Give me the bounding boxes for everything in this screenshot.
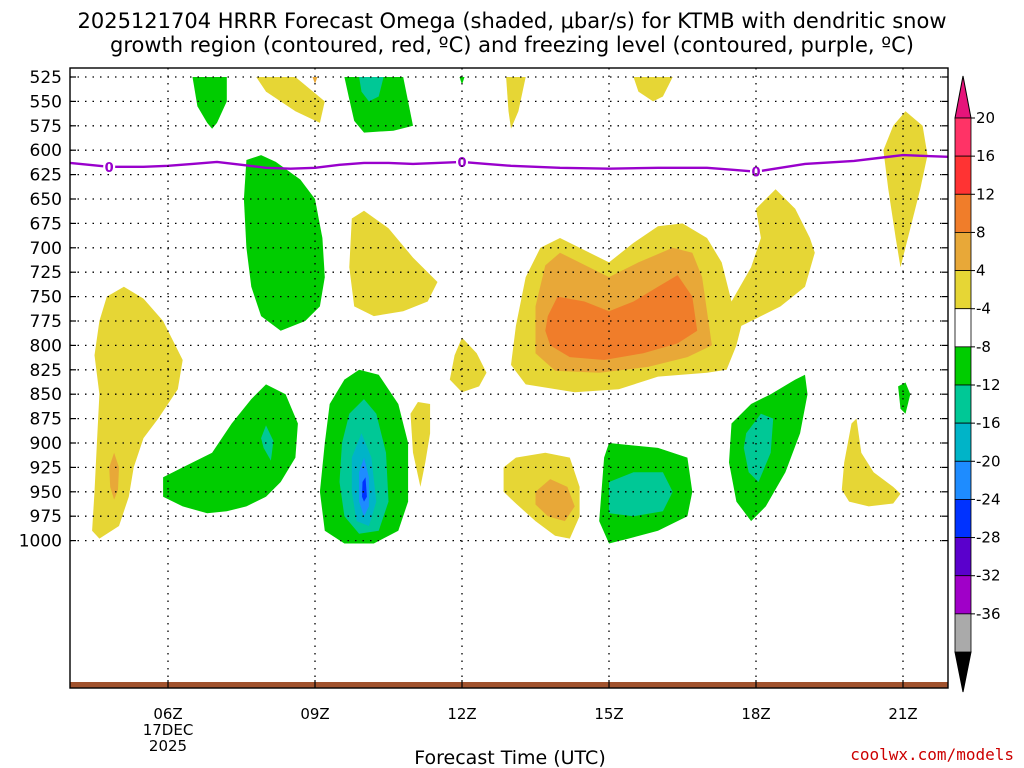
omega-region-descent-09z-upper-dot	[312, 77, 318, 84]
colorbar-segment-9	[954, 460, 972, 500]
omega-region-ascent-15z-low-core	[609, 472, 673, 517]
omega-region-descent-11z-low	[410, 402, 431, 487]
colorbar-label-4: 4	[976, 262, 986, 280]
omega-region-descent-13z-upper	[506, 77, 526, 129]
y-tick-label-925: 925	[30, 458, 62, 478]
omega-region-descent-21z-upper	[883, 111, 928, 268]
plot-background	[70, 68, 948, 688]
omega-region-ascent-19z-low-core	[743, 413, 774, 482]
omega-region-descent-12z-mid	[449, 337, 487, 393]
omega-region-ascent-08z-low	[163, 384, 298, 514]
omega-region-descent-16z-upper	[633, 77, 673, 102]
omega-region-ascent-07z-upper	[192, 77, 227, 129]
y-tick-label-550: 550	[30, 92, 62, 112]
omega-region-descent-20z-low	[841, 418, 901, 507]
colorbar-bottom-arrow	[954, 651, 972, 693]
axes: 525 550 575 600 625 650 675 700 725 750 775 800 825 8…	[19, 67, 949, 755]
colorbar-segment-13	[954, 613, 972, 653]
colorbar-segment-4	[954, 270, 972, 310]
y-tick-label-600: 600	[30, 141, 62, 161]
y-tick-label-775: 775	[30, 312, 62, 332]
y-tick-label-975: 975	[30, 507, 62, 527]
title: 2025121704 HRRR Forecast Omega (shaded, …	[77, 9, 946, 57]
y-tick-label-725: 725	[30, 263, 62, 283]
freezing-level-label-0: 0	[105, 161, 114, 176]
omega-region-ascent-21z-sliver	[898, 382, 911, 414]
omega-region-ascent-08z-low-core	[261, 425, 274, 461]
y-tick-label-700: 700	[30, 239, 62, 259]
colorbar-segment-0	[954, 117, 972, 157]
colorbar-segment-12	[954, 575, 972, 615]
x-tick-label-18Z: 18Z	[741, 705, 770, 723]
omega-region-ascent-08z-mid	[243, 155, 325, 331]
y-tick-label-875: 875	[30, 410, 62, 430]
colorbar-label--24: -24	[976, 490, 1001, 508]
freezing-level-label-bg-1	[456, 153, 468, 170]
colorbar-label--32: -32	[976, 567, 1001, 585]
plot-frame	[69, 67, 949, 689]
colorbar-label--28: -28	[976, 529, 1001, 547]
x-axis-label: Forecast Time (UTC)	[414, 747, 605, 768]
x-tick-sublabel-17DEC: 17DEC	[143, 721, 194, 739]
credit-text: coolwx.com/models	[850, 745, 1014, 764]
terrain-strip	[70, 682, 948, 688]
omega-region-descent-14z-low-core	[535, 479, 575, 522]
plot-area: 000	[70, 68, 948, 688]
colorbar-label-20: 20	[976, 109, 995, 127]
colorbar-label--4: -4	[976, 300, 991, 318]
freezing-level-label-bg-0	[103, 158, 116, 175]
colorbar-segment-6	[954, 346, 972, 386]
colorbar-segment-2	[954, 193, 972, 233]
x-tick-label-09Z: 09Z	[300, 705, 329, 723]
y-tick-label-625: 625	[30, 166, 62, 186]
y-tick-label-850: 850	[30, 385, 62, 405]
omega-region-descent-08z-upper	[256, 77, 325, 123]
x-tick-label-21Z: 21Z	[888, 705, 917, 723]
colorbar-label--20: -20	[976, 452, 1001, 470]
colorbar-segment-8	[954, 422, 972, 462]
colorbar-segment-7	[954, 384, 972, 424]
y-tick-label-525: 525	[30, 68, 62, 88]
y-tick-label-950: 950	[30, 483, 62, 503]
colorbar-label--8: -8	[976, 338, 991, 356]
omega-region-descent-10z-mid	[349, 210, 438, 317]
x-tick-label-06Z: 06Z	[153, 705, 182, 723]
omega-region-descent-05z-low-core	[109, 452, 119, 500]
colorbar-label--12: -12	[976, 376, 1001, 394]
colorbar-segment-3	[954, 232, 972, 271]
y-tick-label-825: 825	[30, 361, 62, 381]
x-tick-label-15Z: 15Z	[594, 705, 623, 723]
x-tick-label-12Z: 12Z	[447, 705, 476, 723]
colorbar-label-16: 16	[976, 147, 995, 165]
x-tick-sublabel-2025: 2025	[149, 737, 187, 755]
colorbar-segment-10	[954, 499, 972, 538]
y-tick-label-650: 650	[30, 190, 62, 210]
y-tick-label-750: 750	[30, 288, 62, 308]
y-tick-label-900: 900	[30, 434, 62, 454]
colorbar-label--36: -36	[976, 605, 1001, 623]
omega-region-ascent-12z-upper-sliver	[459, 77, 465, 85]
freezing-level-label-1: 0	[457, 156, 466, 171]
colorbar-label--16: -16	[976, 414, 1001, 432]
title-line-1: 2025121704 HRRR Forecast Omega (shaded, …	[77, 9, 946, 33]
colorbar-segment-11	[954, 537, 972, 577]
colorbar-label-12: 12	[976, 185, 995, 203]
y-tick-label-800: 800	[30, 336, 62, 356]
colorbar-segment-1	[954, 155, 972, 195]
y-tick-label-575: 575	[30, 117, 62, 137]
omega-region-descent-15z-mid-10	[545, 275, 698, 360]
freezing-level-label-bg-2	[750, 163, 762, 180]
y-tick-label-1000: 1000	[19, 532, 62, 552]
omega-region-ascent-10z-low-max	[362, 477, 367, 502]
title-line-2: growth region (contoured, red, ºC) and f…	[110, 33, 914, 57]
omega-region-ascent-10z-upper-core	[359, 77, 384, 102]
colorbar-top-arrow	[954, 75, 972, 119]
y-tick-label-675: 675	[30, 214, 62, 234]
colorbar-segment-5	[954, 308, 972, 348]
colorbar-label-8: 8	[976, 223, 986, 241]
omega-shading: 000	[70, 77, 948, 544]
colorbar: 20 16 12 8 4 -4 -8 -12 -16 -20 -24 -28 -32 -36	[954, 75, 1001, 693]
